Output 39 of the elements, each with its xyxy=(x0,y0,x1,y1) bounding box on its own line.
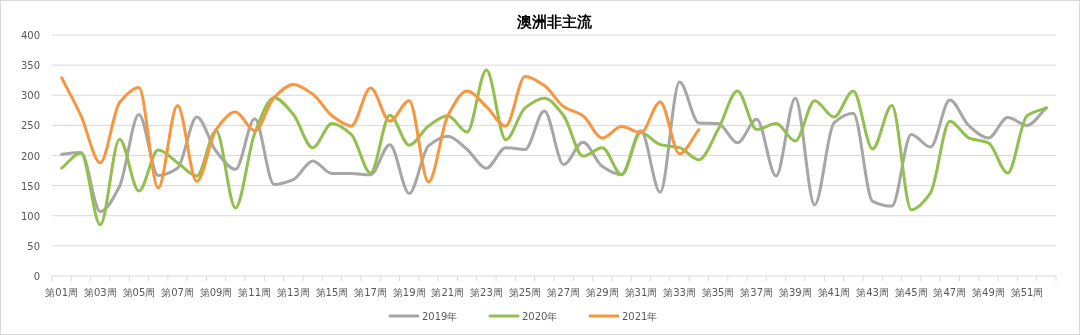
x-tick-label: 第13周 xyxy=(276,287,310,298)
y-tick-label: 300 xyxy=(20,90,40,102)
x-tick-label: 第21周 xyxy=(431,287,465,298)
x-tick-label: 第49周 xyxy=(972,287,1005,298)
y-tick-label: 350 xyxy=(20,60,40,72)
x-tick-label: 第41周 xyxy=(817,287,851,298)
x-tick-label: 第35周 xyxy=(701,287,735,298)
legend-label: 2019年 xyxy=(422,311,458,322)
x-tick-label: 第37周 xyxy=(740,287,774,298)
x-tick-label: 第07周 xyxy=(161,287,194,298)
x-tick-label: 第11周 xyxy=(238,287,272,298)
x-tick-label: 第05周 xyxy=(122,287,156,298)
x-tick-label: 第45周 xyxy=(894,287,928,298)
y-tick-label: 50 xyxy=(27,240,40,252)
legend-label: 2021年 xyxy=(622,311,658,322)
chart-title: 澳洲非主流 xyxy=(515,13,593,31)
x-tick-label: 第03周 xyxy=(83,287,117,298)
x-tick-label: 第47周 xyxy=(933,287,967,298)
x-tick-label: 第01周 xyxy=(45,287,79,298)
x-tick-label: 第39周 xyxy=(778,287,812,298)
x-tick-label: 第29周 xyxy=(585,287,619,298)
x-tick-label: 第33周 xyxy=(663,287,696,298)
x-tick-label: 第17周 xyxy=(354,287,387,298)
x-tick-label: 第15周 xyxy=(315,287,349,298)
x-tick-label: 第27周 xyxy=(547,287,581,298)
x-tick-label: 第09周 xyxy=(199,287,233,298)
y-tick-label: 100 xyxy=(20,210,40,222)
x-tick-label: 第31周 xyxy=(624,287,658,298)
x-tick-label: 第51周 xyxy=(1010,287,1044,298)
y-tick-label: 0 xyxy=(33,271,40,282)
x-tick-label: 第25周 xyxy=(508,287,542,298)
x-tick-label: 第19周 xyxy=(392,287,426,298)
y-tick-label: 200 xyxy=(20,150,40,162)
y-tick-label: 250 xyxy=(20,120,40,132)
x-tick-label: 第43周 xyxy=(856,287,889,298)
y-tick-label: 400 xyxy=(20,30,40,41)
y-tick-label: 150 xyxy=(20,180,40,192)
x-tick-label: 第23周 xyxy=(470,287,503,298)
legend-label: 2020年 xyxy=(522,311,558,322)
